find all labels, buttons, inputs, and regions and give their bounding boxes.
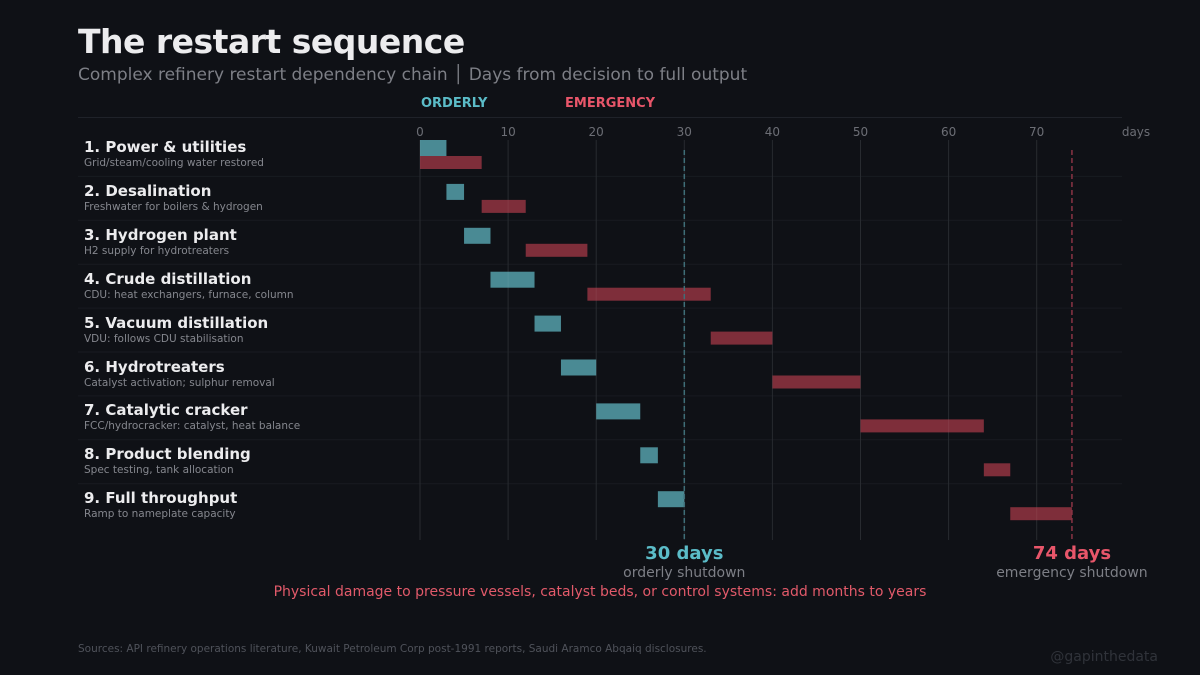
emergency-bar: [772, 375, 861, 389]
x-tick-label: 40: [764, 125, 781, 139]
task-label: 7. Catalytic cracker FCC/hydrocracker: ca…: [84, 401, 300, 432]
x-tick-label: 70: [1029, 125, 1045, 139]
x-tick-label: 10: [500, 125, 516, 139]
task-name: 2. Desalination: [84, 181, 212, 200]
emergency-bar: [983, 463, 1011, 477]
x-tick-label: 20: [588, 125, 604, 139]
emergency-bar: [525, 243, 588, 257]
marker-caption-orderly: orderly shutdown: [623, 565, 746, 581]
task-name: 9. Full throughput: [84, 489, 238, 508]
task-description: FCC/hydrocracker: catalyst, heat balance: [84, 420, 301, 433]
emergency-bar: [860, 419, 984, 433]
x-tick-label: 30: [676, 125, 692, 139]
task-name: 3. Hydrogen plant: [84, 225, 237, 244]
orderly-bar: [490, 271, 535, 288]
legend-emergency: EMERGENCY: [565, 96, 656, 111]
emergency-bar: [587, 287, 711, 301]
marker-value-emergency: 74 days: [1032, 543, 1112, 564]
task-description: Catalyst activation; sulphur removal: [84, 376, 275, 389]
emergency-bar: [710, 331, 773, 345]
x-tick-label: 50: [852, 125, 869, 139]
x-axis-label: days: [1121, 125, 1151, 139]
task-description: VDU: follows CDU stabilisation: [84, 332, 244, 345]
marker-value-orderly: 30 days: [645, 543, 724, 564]
orderly-bar: [596, 403, 641, 420]
emergency-bar: [420, 156, 482, 169]
legend-orderly: ORDERLY: [421, 96, 488, 111]
task-label: 2. Desalination Freshwater for boilers & …: [84, 182, 263, 213]
task-description: Grid/steam/cooling water restored: [84, 157, 264, 169]
task-description: CDU: heat exchangers, furnace, column: [84, 288, 294, 301]
emergency-bar: [481, 199, 526, 213]
task-label: 8. Product blending Spec testing, tank al…: [84, 445, 251, 476]
orderly-bar: [560, 359, 597, 376]
orderly-bar: [464, 227, 491, 244]
task-name: 5. Vacuum distillation: [84, 313, 269, 332]
task-description: Freshwater for boilers & hydrogen: [84, 200, 263, 213]
task-label: 1. Power & utilities Grid/steam/cooling w…: [84, 138, 264, 169]
task-label: 9. Full throughput Ramp to nameplate capa…: [84, 489, 237, 520]
task-label: 4. Crude distillation CDU: heat exchanger…: [84, 270, 294, 301]
task-label: 6. Hydrotreaters Catalyst activation; sul…: [84, 358, 275, 389]
task-name: 6. Hydrotreaters: [84, 357, 225, 376]
author-handle: @gapinthedata: [1050, 649, 1158, 665]
x-tick-label: 0: [416, 125, 424, 139]
x-tick-label: 60: [940, 125, 957, 139]
task-description: H2 supply for hydrotreaters: [84, 244, 230, 257]
task-name: 8. Product blending: [84, 445, 251, 464]
orderly-bar: [446, 183, 465, 200]
orderly-bar: [534, 315, 561, 332]
chart-subtitle: Complex refinery restart dependency chai…: [78, 65, 748, 85]
orderly-bar: [657, 491, 685, 508]
orderly-bar: [640, 447, 658, 464]
task-description: Ramp to nameplate capacity: [84, 508, 236, 521]
sources-note: Sources: API refinery operations literat…: [78, 643, 707, 655]
task-description: Spec testing, tank allocation: [84, 464, 234, 477]
task-name: 7. Catalytic cracker: [84, 401, 248, 420]
task-name: 1. Power & utilities: [84, 138, 247, 156]
damage-annotation: Physical damage to pressure vessels, cat…: [273, 584, 927, 600]
marker-caption-emergency: emergency shutdown: [996, 565, 1148, 581]
task-label: 3. Hydrogen plant H2 supply for hydrotrea…: [84, 226, 237, 257]
task-label: 5. Vacuum distillation VDU: follows CDU s…: [84, 314, 268, 345]
chart-title: The restart sequence: [78, 22, 465, 61]
orderly-bar: [420, 140, 447, 156]
task-name: 4. Crude distillation: [84, 269, 252, 288]
emergency-bar: [1010, 507, 1072, 521]
